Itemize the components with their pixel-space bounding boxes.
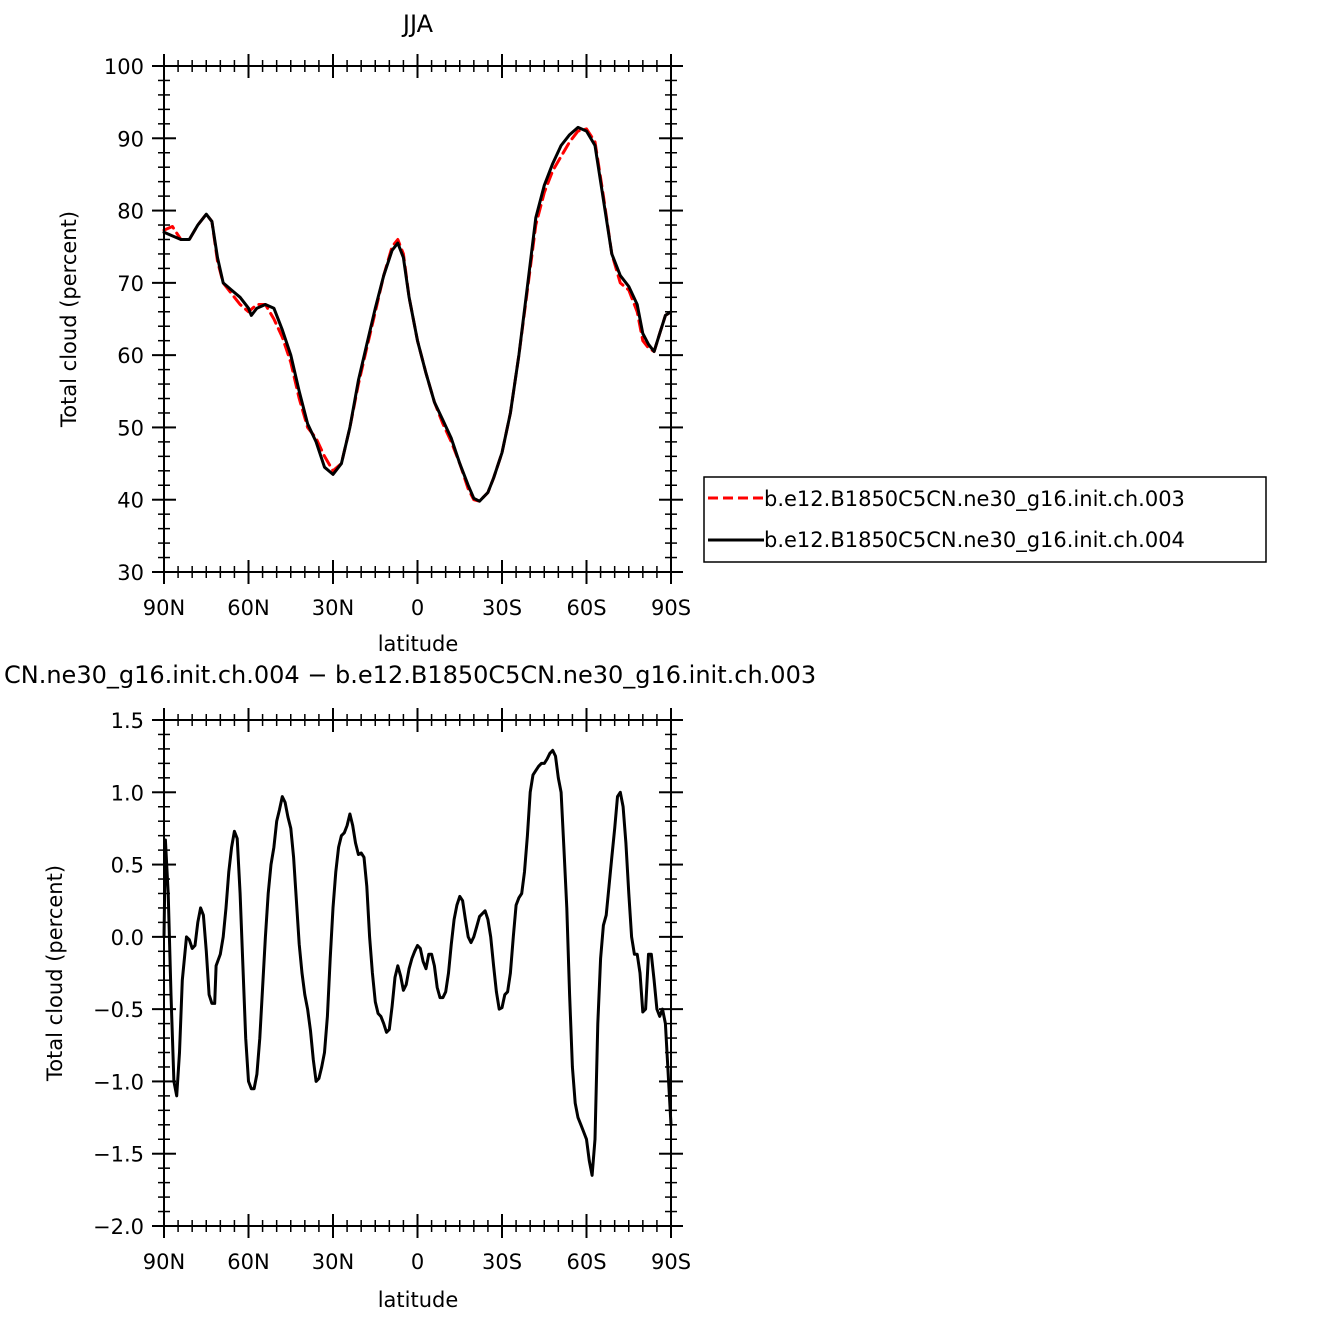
- bottom-series-line-0: [162, 748, 673, 1177]
- bottom-ytick-label-6: 1.0: [111, 781, 144, 805]
- bottom-ytick-label-0: −2.0: [93, 1215, 144, 1239]
- legend-box: [703, 476, 1267, 563]
- top-ytick-label-0: 30: [117, 561, 144, 585]
- bottom-xtick-label-6: 90S: [651, 1250, 691, 1274]
- top-ytick-label-7: 100: [104, 55, 144, 79]
- bottom-xtick-label-3: 0: [411, 1250, 424, 1274]
- bottom-ytick-label-2: −1.0: [93, 1070, 144, 1094]
- bottom-ytick-label-1: −1.5: [93, 1143, 144, 1167]
- bottom-xtick-label-0: 90N: [143, 1250, 185, 1274]
- top-series-line-1: [162, 125, 673, 503]
- top-ytick-label-4: 70: [117, 272, 144, 296]
- top-xtick-label-0: 90N: [143, 596, 185, 620]
- bottom-xtick-label-2: 30N: [312, 1250, 354, 1274]
- top-ytick-label-1: 40: [117, 489, 144, 513]
- top-plot-title: JJA: [401, 10, 434, 38]
- bottom-plot-title: CN.ne30_g16.init.ch.004 − b.e12.B1850C5C…: [4, 661, 816, 689]
- bottom-plot-xlabel: latitude: [378, 1288, 459, 1312]
- bottom-ytick-label-7: 1.5: [111, 709, 144, 733]
- top-xtick-label-4: 30S: [482, 596, 522, 620]
- bottom-ytick-label-5: 0.5: [111, 854, 144, 878]
- bottom-plot-ylabel: Total cloud (percent): [43, 865, 67, 1082]
- top-ytick-label-2: 50: [117, 416, 144, 440]
- top-plot-xlabel: latitude: [378, 632, 459, 656]
- top-xtick-label-6: 90S: [651, 596, 691, 620]
- top-plot-ylabel: Total cloud (percent): [57, 211, 81, 428]
- top-ytick-label-5: 80: [117, 200, 144, 224]
- bottom-xtick-label-1: 60N: [227, 1250, 269, 1274]
- top-ytick-label-3: 60: [117, 344, 144, 368]
- bottom-ytick-label-3: −0.5: [93, 998, 144, 1022]
- bottom-xtick-label-4: 30S: [482, 1250, 522, 1274]
- bottom-ytick-label-4: 0.0: [111, 926, 144, 950]
- top-xtick-label-1: 60N: [227, 596, 269, 620]
- top-ytick-label-6: 90: [117, 127, 144, 151]
- top-xtick-label-3: 0: [411, 596, 424, 620]
- legend: b.e12.B1850C5CN.ne30_g16.init.ch.003 b.e…: [703, 476, 1267, 563]
- bottom-plot: CN.ne30_g16.init.ch.004 − b.e12.B1850C5C…: [4, 661, 816, 1312]
- legend-label-ch004: b.e12.B1850C5CN.ne30_g16.init.ch.004: [764, 528, 1185, 553]
- legend-label-ch003: b.e12.B1850C5CN.ne30_g16.init.ch.003: [764, 487, 1185, 512]
- top-xtick-label-2: 30N: [312, 596, 354, 620]
- bottom-xtick-label-5: 60S: [566, 1250, 606, 1274]
- top-plot: JJA 90N 60N 30N 0 30S 60S 90S 30 40 50 60 70 80 90 100…: [57, 10, 691, 656]
- top-xtick-label-5: 60S: [566, 596, 606, 620]
